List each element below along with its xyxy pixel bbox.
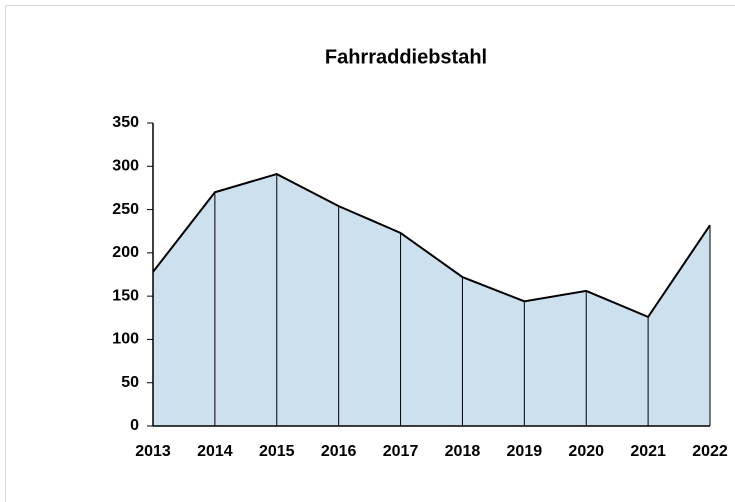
y-tick-label: 100 bbox=[112, 331, 139, 348]
y-tick-label: 150 bbox=[112, 287, 139, 304]
y-tick-label: 300 bbox=[112, 158, 139, 175]
x-tick-label: 2014 bbox=[197, 443, 233, 460]
chart-title: Fahrraddiebstahl bbox=[325, 46, 487, 68]
y-tick-label: 250 bbox=[112, 201, 139, 218]
x-tick-label: 2019 bbox=[507, 443, 543, 460]
y-tick-label: 0 bbox=[130, 417, 139, 434]
y-tick-label: 50 bbox=[121, 374, 139, 391]
x-tick-label: 2021 bbox=[630, 443, 666, 460]
area-line bbox=[152, 173, 711, 319]
x-tick-label: 2017 bbox=[383, 443, 419, 460]
x-tick-label: 2015 bbox=[259, 443, 295, 460]
x-tick-label: 2013 bbox=[135, 443, 171, 460]
area bbox=[153, 174, 710, 426]
y-tick-label: 200 bbox=[112, 244, 139, 261]
x-tick-label: 2018 bbox=[445, 443, 481, 460]
x-tick-label: 2016 bbox=[321, 443, 357, 460]
y-tick-label: 350 bbox=[112, 114, 139, 131]
x-tick-label: 2022 bbox=[692, 443, 728, 460]
x-tick-label: 2020 bbox=[568, 443, 604, 460]
